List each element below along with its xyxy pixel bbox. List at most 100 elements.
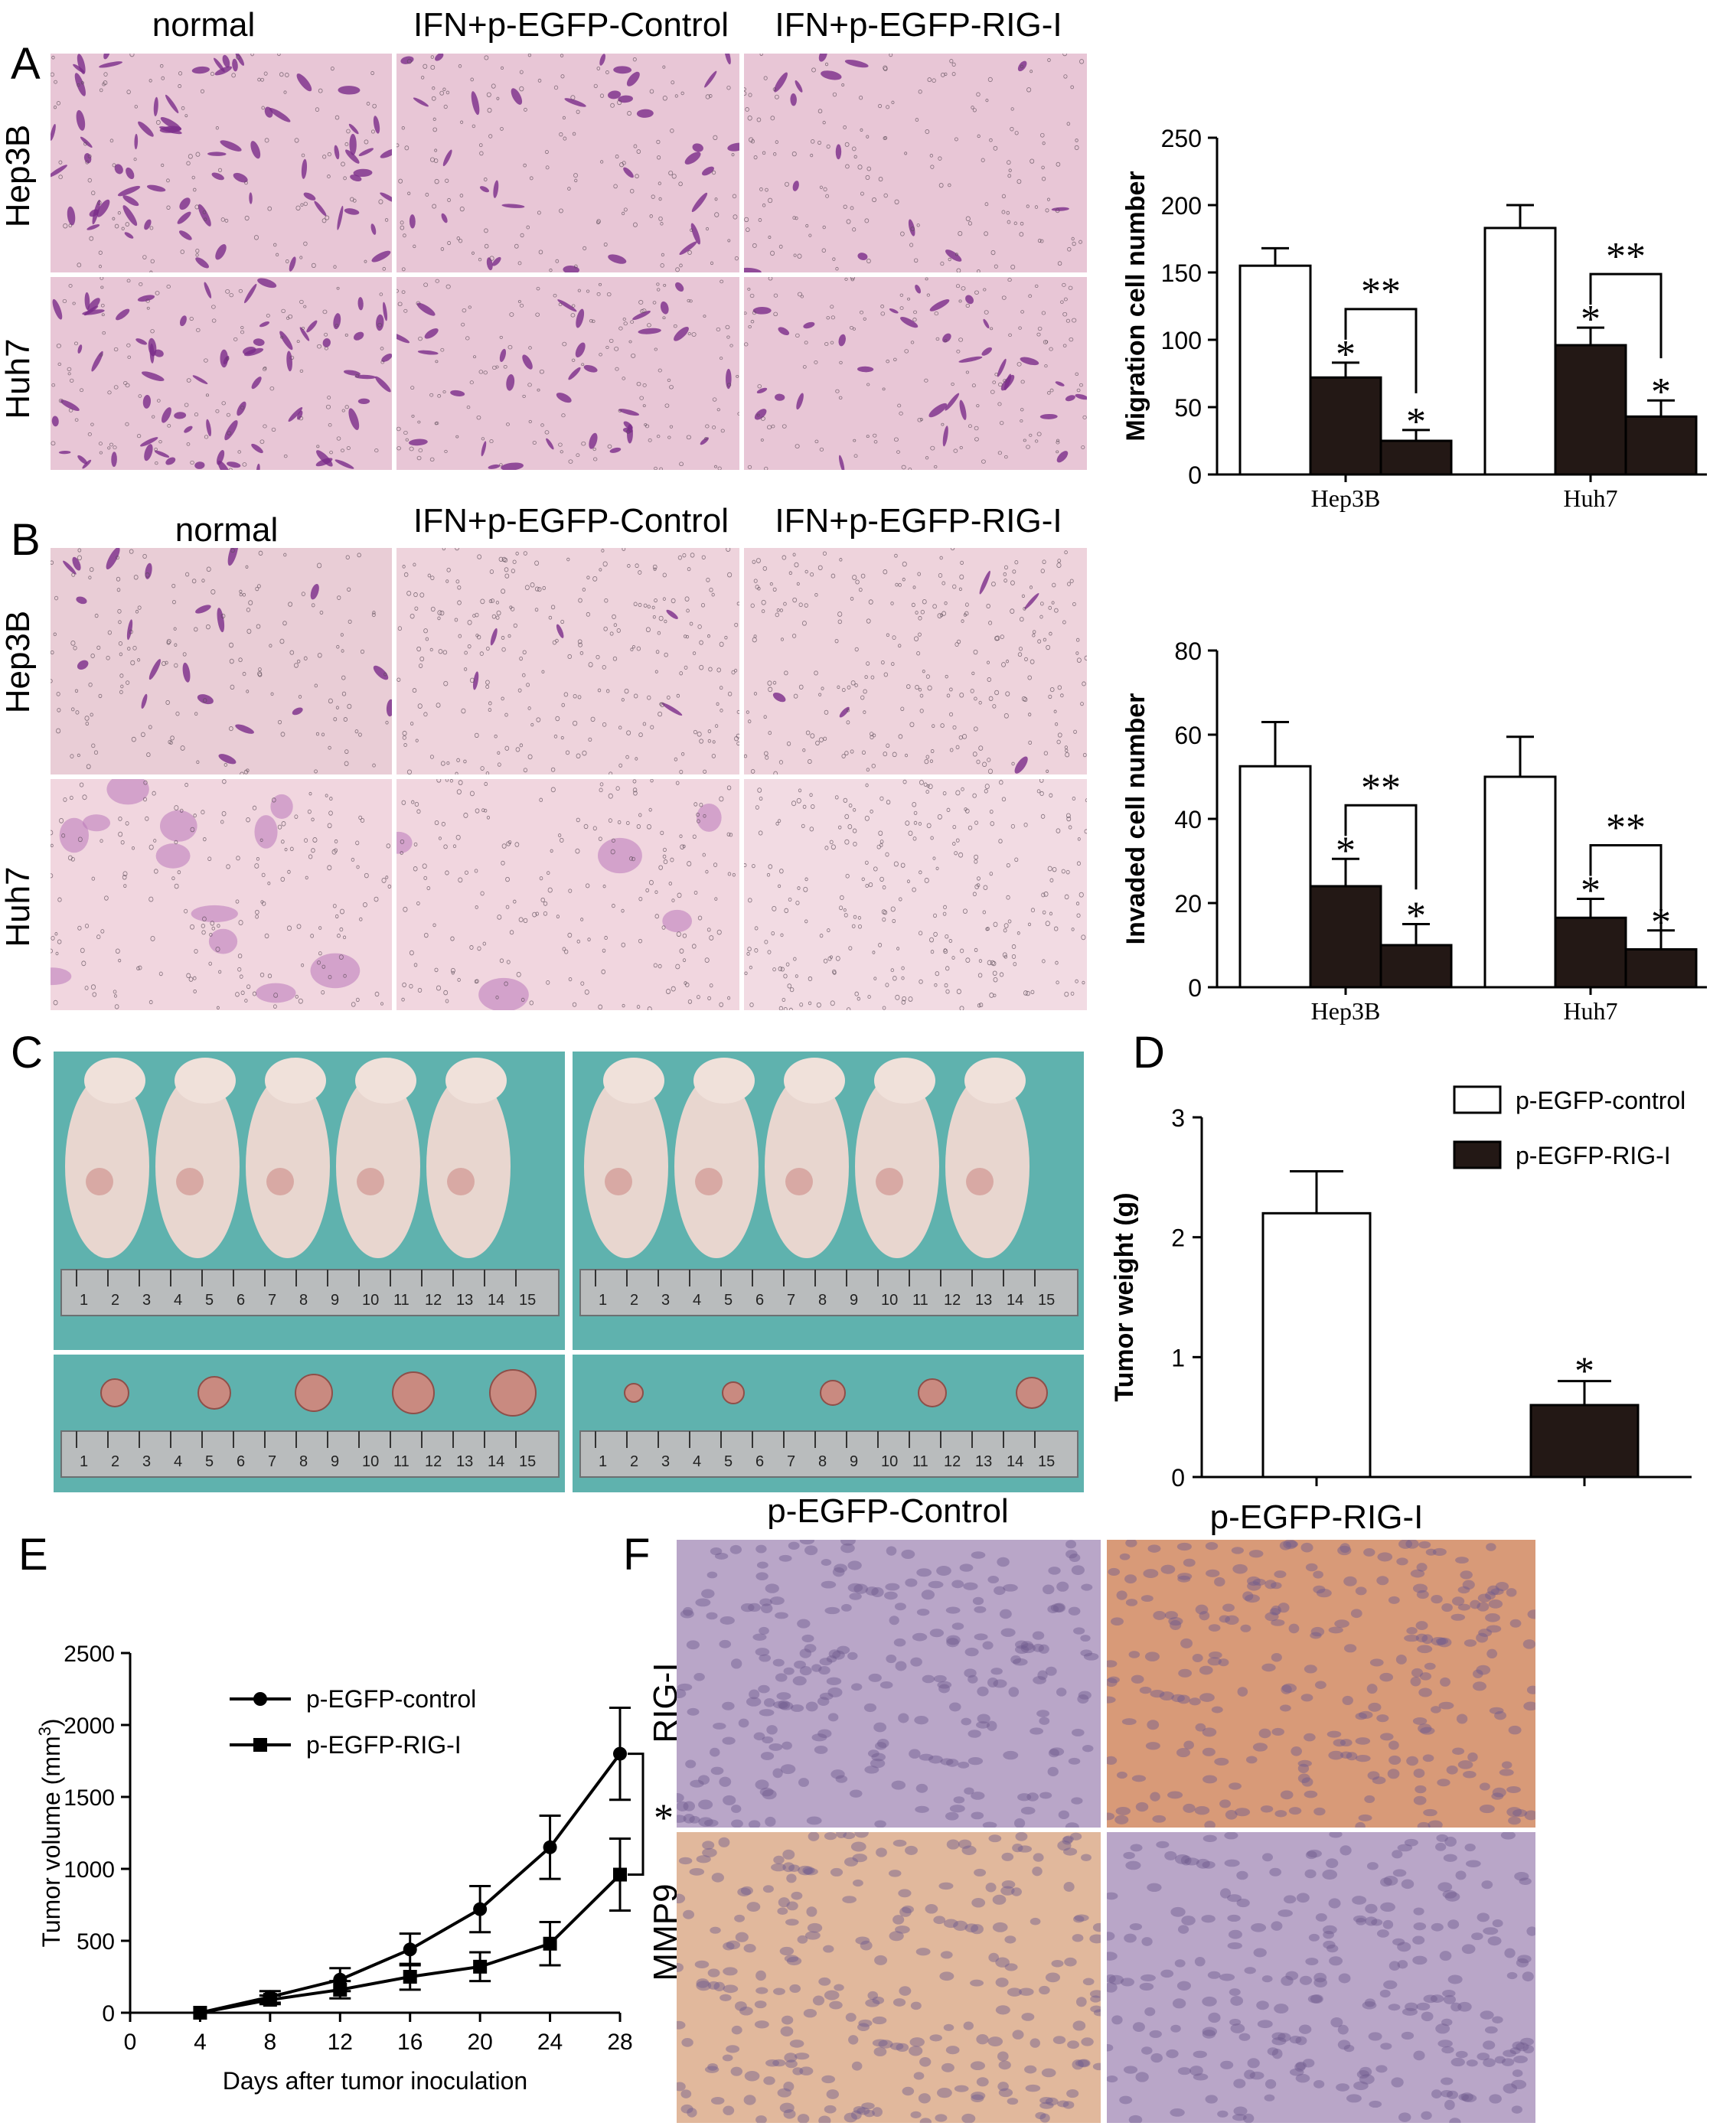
membrane-pore [880,305,885,308]
membrane-pore [484,228,488,233]
nucleus [1479,1805,1495,1814]
ruler-number: 5 [205,1453,214,1470]
membrane-pore [341,448,344,452]
nucleus [1412,1955,1428,1965]
membrane-pore [1057,685,1062,690]
nucleus [1431,1594,1443,1604]
membrane-pore [1026,990,1030,996]
membrane-pore [744,754,748,758]
membrane-pore [77,555,82,561]
membrane-pore [719,686,723,690]
migrated-cell [774,72,788,93]
membrane-pore [220,217,225,222]
membrane-pore [560,54,564,57]
migrated-cell [679,241,697,256]
membrane-pore [436,703,441,708]
membrane-pore [907,297,911,301]
nucleus [1114,1815,1129,1824]
nucleus [743,1944,756,1953]
nucleus [1020,1806,1036,1815]
nucleus [853,1879,863,1887]
membrane-pore [726,85,731,90]
nucleus [1486,1648,1498,1659]
membrane-pore [435,279,439,283]
membrane-pore [360,817,365,823]
membrane-pore [667,435,671,439]
migrated-cell [51,123,56,141]
membrane-pore [1072,796,1076,801]
nucleus [914,1715,928,1725]
membrane-pore [759,187,763,191]
membrane-pore [195,253,199,257]
membrane-pore [101,313,105,317]
ruler: 1 2 3 4 5 6 7 8 9 10 11 12 13 14 15 [60,1430,560,1478]
membrane-pore [866,768,870,772]
nucleus [1447,1974,1463,1984]
membrane-pore [727,239,731,243]
membrane-pore [77,262,82,268]
migrated-cell [1020,357,1039,366]
membrane-pore [1039,615,1043,619]
membrane-pore [417,703,423,709]
migrated-cell [442,149,452,167]
nucleus [677,1801,689,1811]
nucleus [1090,1995,1101,2003]
membrane-pore [488,599,493,604]
membrane-pore [88,576,92,580]
nucleus [870,1758,886,1769]
membrane-pore [488,708,492,712]
membrane-pore [536,717,541,722]
membrane-pore [617,820,622,824]
membrane-pore [271,797,276,803]
membrane-pore [535,312,540,317]
membrane-pore [853,807,857,812]
membrane-pore [328,974,332,980]
membrane-pore [619,162,625,168]
membrane-pore [857,996,861,1001]
membrane-pore [984,231,988,236]
ruler-number: 3 [661,1453,670,1470]
membrane-pore [377,322,383,328]
membrane-pore [545,149,549,155]
membrane-pore [633,222,638,227]
membrane-pore [855,579,860,585]
migrated-cell [301,158,308,179]
membrane-pore [567,187,571,191]
membrane-pore [598,282,602,286]
membrane-pore [1005,691,1010,696]
membrane-pore [1082,415,1087,419]
nucleus [710,1547,723,1556]
membrane-pore [461,322,465,327]
col-title-normal: normal [152,6,256,44]
membrane-pore [660,702,665,708]
membrane-pore [675,267,680,272]
nucleus [1418,1687,1432,1697]
membrane-pore [294,138,299,143]
nucleus [1038,1644,1049,1654]
ruler-number: 10 [881,1292,898,1309]
nucleus [804,1644,817,1653]
nucleus [1298,2024,1312,2034]
membrane-pore [871,763,876,768]
membrane-pore [660,830,664,836]
membrane-pore [775,94,779,99]
mouse [426,1058,511,1258]
membrane-pore [989,872,994,876]
membrane-pore [370,71,374,76]
migrated-cell [492,256,501,266]
membrane-pore [761,599,766,605]
membrane-pore [1020,64,1024,69]
membrane-pore [609,338,614,344]
membrane-pore [220,820,224,824]
nucleus [1251,1922,1267,1932]
migrated-cell [638,328,661,334]
nucleus [1147,1720,1160,1730]
membrane-pore [117,608,122,614]
nucleus [823,1945,834,1953]
membrane-pore [956,989,961,995]
membrane-pore [87,154,92,158]
migrated-cell [251,443,263,454]
migrated-cell [386,699,392,717]
membrane-pore [194,627,198,632]
nucleus [893,1638,906,1647]
